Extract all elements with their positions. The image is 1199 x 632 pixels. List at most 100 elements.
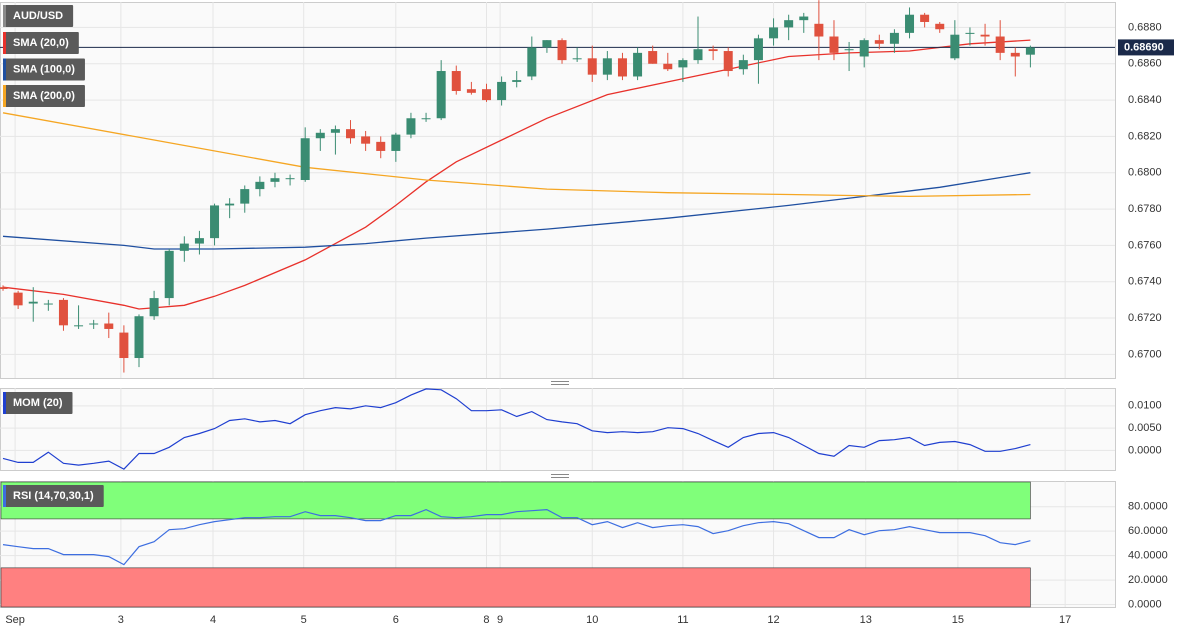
y-tick-label: 0.0000: [1128, 598, 1162, 610]
candle-body: [28, 301, 38, 304]
y-tick-label: 0.6800: [1128, 167, 1162, 179]
y-tick-label: 0.6840: [1128, 94, 1162, 106]
candle-body: [663, 63, 673, 70]
candle-body: [829, 36, 839, 53]
y-tick-label: 0.0050: [1128, 422, 1162, 434]
candle-body: [270, 178, 280, 182]
legend-swatch: [3, 5, 6, 27]
legend-box: [3, 485, 104, 507]
candle-body: [210, 205, 220, 239]
candle-body: [602, 58, 612, 75]
candle-body: [723, 51, 733, 72]
candle-body: [497, 81, 507, 101]
candle-body: [950, 34, 960, 59]
candle-body: [361, 136, 371, 144]
y-tick-label: 0.6820: [1128, 130, 1162, 142]
y-tick-label: 60.0000: [1128, 525, 1168, 537]
y-tick-label: 40.0000: [1128, 550, 1168, 562]
candle-body: [1025, 47, 1035, 55]
candle-body: [633, 52, 643, 77]
indicator-line: [2, 388, 1031, 470]
candle-body: [58, 299, 68, 326]
mom-panel: [0, 388, 1116, 471]
x-tick-label: 5: [301, 614, 307, 626]
candle-body: [753, 38, 763, 61]
candle-body: [89, 323, 99, 325]
candle-body: [285, 178, 295, 180]
candle-body: [0, 287, 8, 289]
candle-body: [572, 58, 582, 60]
candle-body: [738, 60, 748, 70]
y-tick-label: 0.6700: [1128, 348, 1162, 360]
candle-body: [134, 316, 144, 359]
candle-body: [527, 47, 537, 77]
candle-body: [13, 292, 23, 306]
x-tick-label: 9: [497, 614, 503, 626]
candle-body: [225, 203, 235, 206]
y-tick-label: 0.6720: [1128, 312, 1162, 324]
candle-body: [315, 132, 325, 139]
legend-label: AUD/USD: [13, 10, 63, 22]
legend-box: [3, 85, 85, 107]
candle-body: [814, 23, 824, 37]
candle-body: [240, 189, 250, 204]
y-tick-label: 80.0000: [1128, 501, 1168, 513]
legend-label: MOM (20): [13, 397, 63, 409]
last-price-label: 0.68690: [1124, 41, 1164, 53]
sma-line: [2, 172, 1031, 250]
legend-label: SMA (20,0): [13, 37, 69, 49]
candle-body: [376, 141, 386, 151]
candle-body: [164, 250, 174, 299]
legend-box: [3, 58, 85, 81]
panel-handle[interactable]: [551, 381, 569, 478]
candle-body: [874, 40, 884, 44]
x-tick-label: 15: [952, 614, 964, 626]
candle-body: [194, 238, 204, 244]
y-tick-label: 20.0000: [1128, 574, 1168, 586]
oversold-zone: [0, 567, 1031, 608]
candle-body: [74, 325, 84, 327]
candle-body: [104, 323, 114, 329]
candle-body: [693, 49, 703, 61]
candle-body: [965, 32, 975, 34]
candle-body: [920, 14, 930, 22]
candle-body: [980, 34, 990, 37]
candle-body: [708, 49, 718, 52]
x-tick-label: 3: [118, 614, 124, 626]
candle-body: [769, 27, 779, 39]
candle-body: [995, 36, 1005, 53]
y-tick-label: 0.0000: [1128, 444, 1162, 456]
x-tick-label: 17: [1059, 614, 1071, 626]
candle-body: [436, 71, 446, 119]
legend-box: [3, 5, 74, 27]
candle-body: [844, 49, 854, 51]
candle-body: [119, 332, 129, 359]
legend-label: RSI (14,70,30,1): [13, 490, 94, 502]
candle-body: [557, 40, 567, 61]
y-tick-label: 0.6780: [1128, 203, 1162, 215]
candle-body: [330, 129, 340, 133]
candle-body: [587, 58, 597, 75]
candle-body: [678, 60, 688, 68]
y-tick-label: 0.6760: [1128, 239, 1162, 251]
candle-body: [542, 40, 552, 48]
x-tick-label: 10: [586, 614, 598, 626]
candle-body: [346, 129, 356, 139]
candle-body: [255, 181, 265, 190]
legend-swatch: [3, 392, 6, 414]
y-tick-label: 0.0100: [1128, 400, 1162, 412]
overbought-zone: [0, 481, 1031, 520]
candle-body: [179, 243, 189, 251]
x-tick-label: 13: [860, 614, 872, 626]
x-tick-label: 6: [393, 614, 399, 626]
candle-body: [889, 32, 899, 44]
indicator-line: [2, 508, 1031, 566]
candle-body: [905, 14, 915, 33]
candle-body: [1010, 52, 1020, 57]
sma-line: [2, 112, 1031, 198]
legend-box: [3, 32, 79, 54]
legend-swatch: [3, 485, 6, 507]
candle-body: [859, 40, 869, 57]
